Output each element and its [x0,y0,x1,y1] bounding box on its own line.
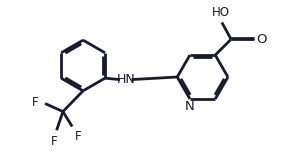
Text: HO: HO [211,6,229,19]
Text: F: F [51,136,58,148]
Text: F: F [32,96,39,109]
Text: O: O [256,33,267,46]
Text: HN: HN [116,73,135,86]
Text: N: N [184,100,194,113]
Text: F: F [75,130,81,143]
